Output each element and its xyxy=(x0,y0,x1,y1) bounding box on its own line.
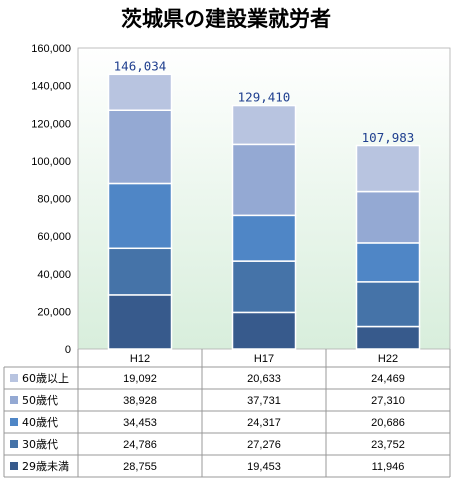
bar-segment xyxy=(231,311,297,350)
legend-swatch xyxy=(10,440,18,448)
table-cell: 28,755 xyxy=(123,461,157,473)
total-labels: 146,034 129,410 107,983 xyxy=(114,58,415,145)
table-cell: 24,786 xyxy=(123,439,157,451)
y-tick-label: 140,000 xyxy=(31,81,71,93)
table-cell: 11,946 xyxy=(372,461,405,473)
table-cell: 38,928 xyxy=(123,395,157,407)
data-table: H12 H17 H22 60歳以上 19,092 20,633 24,469 50歳代 38,9… xyxy=(3,349,451,478)
y-tick-label: 120,000 xyxy=(31,118,71,130)
y-tick-label: 160,000 xyxy=(31,43,71,55)
bar-segment xyxy=(231,260,297,314)
legend-swatch xyxy=(10,418,18,426)
chart-title: 茨城県の建設業就労者 xyxy=(121,7,331,31)
legend-swatch xyxy=(10,462,18,470)
y-tick-label: 80,000 xyxy=(37,194,71,206)
table-cell: 27,276 xyxy=(247,439,281,451)
table-cell: 19,453 xyxy=(247,461,281,473)
table-cell: 20,633 xyxy=(247,373,281,385)
bar-segment xyxy=(355,190,421,244)
table-cell: 19,092 xyxy=(123,373,157,385)
y-tick-label: 100,000 xyxy=(31,156,71,168)
total-label: 107,983 xyxy=(362,130,415,145)
bar-segment xyxy=(231,104,297,146)
table-cell: 24,317 xyxy=(247,417,281,429)
bar-segment xyxy=(355,242,421,283)
table-cell: 34,453 xyxy=(123,417,157,429)
legend-label: 30歳代 xyxy=(22,438,58,451)
bar-segment xyxy=(355,281,421,328)
x-tick-label: H17 xyxy=(254,353,274,365)
legend-label: 40歳代 xyxy=(22,416,58,429)
bar-segment xyxy=(107,247,173,296)
bar-segment xyxy=(231,143,297,217)
y-tick-label: 20,000 xyxy=(37,306,71,318)
y-axis: 0 20,000 40,000 60,000 80,000 100,000 120,000 1… xyxy=(31,43,71,356)
bar-segment xyxy=(107,182,173,250)
table-cell: 24,469 xyxy=(371,373,405,385)
table-cell: 23,752 xyxy=(371,439,405,451)
bar-segment xyxy=(107,73,173,111)
table-cell: 27,310 xyxy=(371,395,405,407)
y-tick-label: 0 xyxy=(65,344,71,356)
y-tick-label: 40,000 xyxy=(37,269,71,281)
bar-segment xyxy=(107,294,173,350)
legend-label: 29歳未満 xyxy=(22,460,69,473)
total-label: 129,410 xyxy=(238,90,291,105)
y-tick-label: 60,000 xyxy=(37,231,71,243)
x-tick-label: H12 xyxy=(130,353,150,365)
legend-label: 50歳代 xyxy=(22,394,58,407)
total-label: 146,034 xyxy=(114,58,167,73)
bar-segment xyxy=(107,109,173,185)
bar-segment xyxy=(355,325,421,350)
table-cell: 37,731 xyxy=(247,395,281,407)
legend-swatch xyxy=(10,396,18,404)
legend-label: 60歳以上 xyxy=(22,372,69,385)
legend-swatch xyxy=(10,374,18,382)
bars xyxy=(107,73,421,350)
bar-segment xyxy=(231,214,297,262)
x-tick-label: H22 xyxy=(378,353,398,365)
bar-segment xyxy=(355,144,421,193)
table-cell: 20,686 xyxy=(371,417,405,429)
